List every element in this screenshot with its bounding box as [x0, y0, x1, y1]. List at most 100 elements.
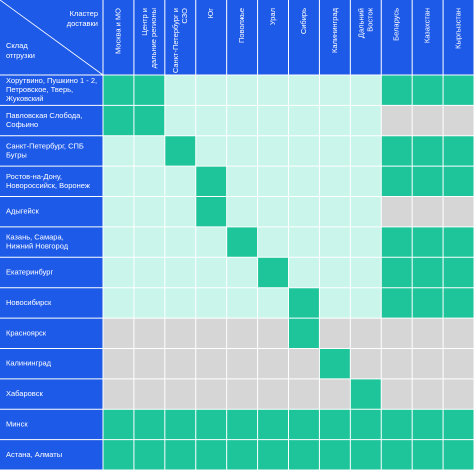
matrix-cell — [164, 409, 196, 440]
matrix-cell — [133, 378, 165, 410]
matrix-cell — [288, 287, 320, 319]
corner-rows-label: отгрузки — [6, 51, 35, 60]
matrix-cell — [443, 105, 474, 136]
matrix-cell — [164, 287, 196, 319]
matrix-cell — [381, 348, 413, 379]
matrix-cell — [288, 318, 320, 349]
matrix-cell — [195, 135, 227, 167]
matrix-cell — [350, 378, 382, 410]
matrix-cell — [164, 257, 196, 288]
matrix-cell — [443, 287, 474, 319]
matrix-cell — [288, 75, 320, 106]
matrix-cell — [103, 318, 134, 349]
row-label: Красноярск — [6, 328, 47, 337]
row-label: Екатеринбург — [6, 267, 53, 276]
matrix-cell — [133, 348, 165, 379]
matrix-cell — [133, 135, 165, 167]
row-label: Минск — [6, 419, 28, 428]
matrix-cell — [133, 105, 165, 136]
matrix-cell — [103, 257, 134, 288]
matrix-cell — [288, 226, 320, 258]
matrix-cell — [164, 318, 196, 349]
matrix-cell — [103, 166, 134, 197]
matrix-cell — [133, 439, 165, 470]
column-header: дальние регионы — [149, 8, 158, 68]
matrix-cell — [164, 196, 196, 227]
matrix-cell — [443, 378, 474, 410]
matrix-cell — [195, 348, 227, 379]
column-header: Юг — [206, 8, 215, 19]
matrix-cell — [226, 348, 258, 379]
matrix-cell — [412, 439, 444, 470]
row-label: Софьино — [6, 120, 38, 129]
row-label: Хорутвино, Пушкино 1 - 2, — [6, 76, 97, 85]
matrix-cell — [226, 409, 258, 440]
column-header: Беларусь — [392, 8, 401, 41]
row-label: Павловская Слобода, — [6, 111, 82, 120]
row-label: Нижний Новгород — [6, 242, 69, 251]
matrix-cell — [226, 196, 258, 227]
matrix-cell — [257, 105, 289, 136]
matrix-cell — [443, 75, 474, 106]
matrix-cell — [381, 439, 413, 470]
matrix-cell — [133, 166, 165, 197]
matrix-cell — [257, 75, 289, 106]
matrix-cell — [412, 75, 444, 106]
matrix-cell — [443, 166, 474, 197]
matrix-cell — [319, 287, 351, 319]
matrix-cell — [319, 439, 351, 470]
matrix-cell — [288, 166, 320, 197]
matrix-cell — [103, 75, 134, 106]
matrix-cell — [381, 75, 413, 106]
matrix-cell — [288, 348, 320, 379]
matrix-cell — [412, 196, 444, 227]
matrix-cell — [103, 348, 134, 379]
matrix-cell — [226, 75, 258, 106]
matrix-cell — [288, 409, 320, 440]
matrix-cell — [226, 226, 258, 258]
matrix-cell — [257, 196, 289, 227]
matrix-cell — [288, 135, 320, 167]
matrix-cell — [257, 287, 289, 319]
matrix-cell — [412, 318, 444, 349]
matrix-cell — [443, 226, 474, 258]
column-header: Москва и МО — [113, 8, 122, 54]
matrix-cell — [319, 226, 351, 258]
matrix-cell — [103, 135, 134, 167]
matrix-cell — [103, 287, 134, 319]
matrix-cell — [443, 318, 474, 349]
matrix-cell — [381, 409, 413, 440]
matrix-cell — [103, 196, 134, 227]
matrix-cell — [381, 226, 413, 258]
matrix-cell — [381, 105, 413, 136]
matrix-cell — [257, 226, 289, 258]
matrix-cell — [319, 378, 351, 410]
row-label: Адыгейск — [6, 207, 39, 216]
matrix-cell — [257, 378, 289, 410]
matrix-cell — [288, 439, 320, 470]
matrix-cell — [133, 196, 165, 227]
matrix-cell — [257, 135, 289, 167]
matrix-cell — [350, 166, 382, 197]
matrix-cell — [103, 409, 134, 440]
matrix-cell — [350, 257, 382, 288]
matrix-cell — [319, 105, 351, 136]
matrix-cell — [103, 105, 134, 136]
column-header: Урал — [268, 8, 277, 25]
matrix-cell — [381, 166, 413, 197]
matrix-cell — [226, 287, 258, 319]
matrix-cell — [443, 196, 474, 227]
matrix-cell — [381, 318, 413, 349]
column-header: Калининград — [330, 7, 339, 53]
row-label: Жуковский — [6, 94, 43, 103]
matrix-cell — [288, 257, 320, 288]
matrix-cell — [288, 378, 320, 410]
matrix-cell — [443, 348, 474, 379]
corner-columns-label: Кластер — [70, 9, 98, 18]
matrix-cell — [226, 318, 258, 349]
matrix-cell — [195, 166, 227, 197]
matrix-cell — [164, 378, 196, 410]
matrix-cell — [133, 257, 165, 288]
matrix-cell — [319, 135, 351, 167]
